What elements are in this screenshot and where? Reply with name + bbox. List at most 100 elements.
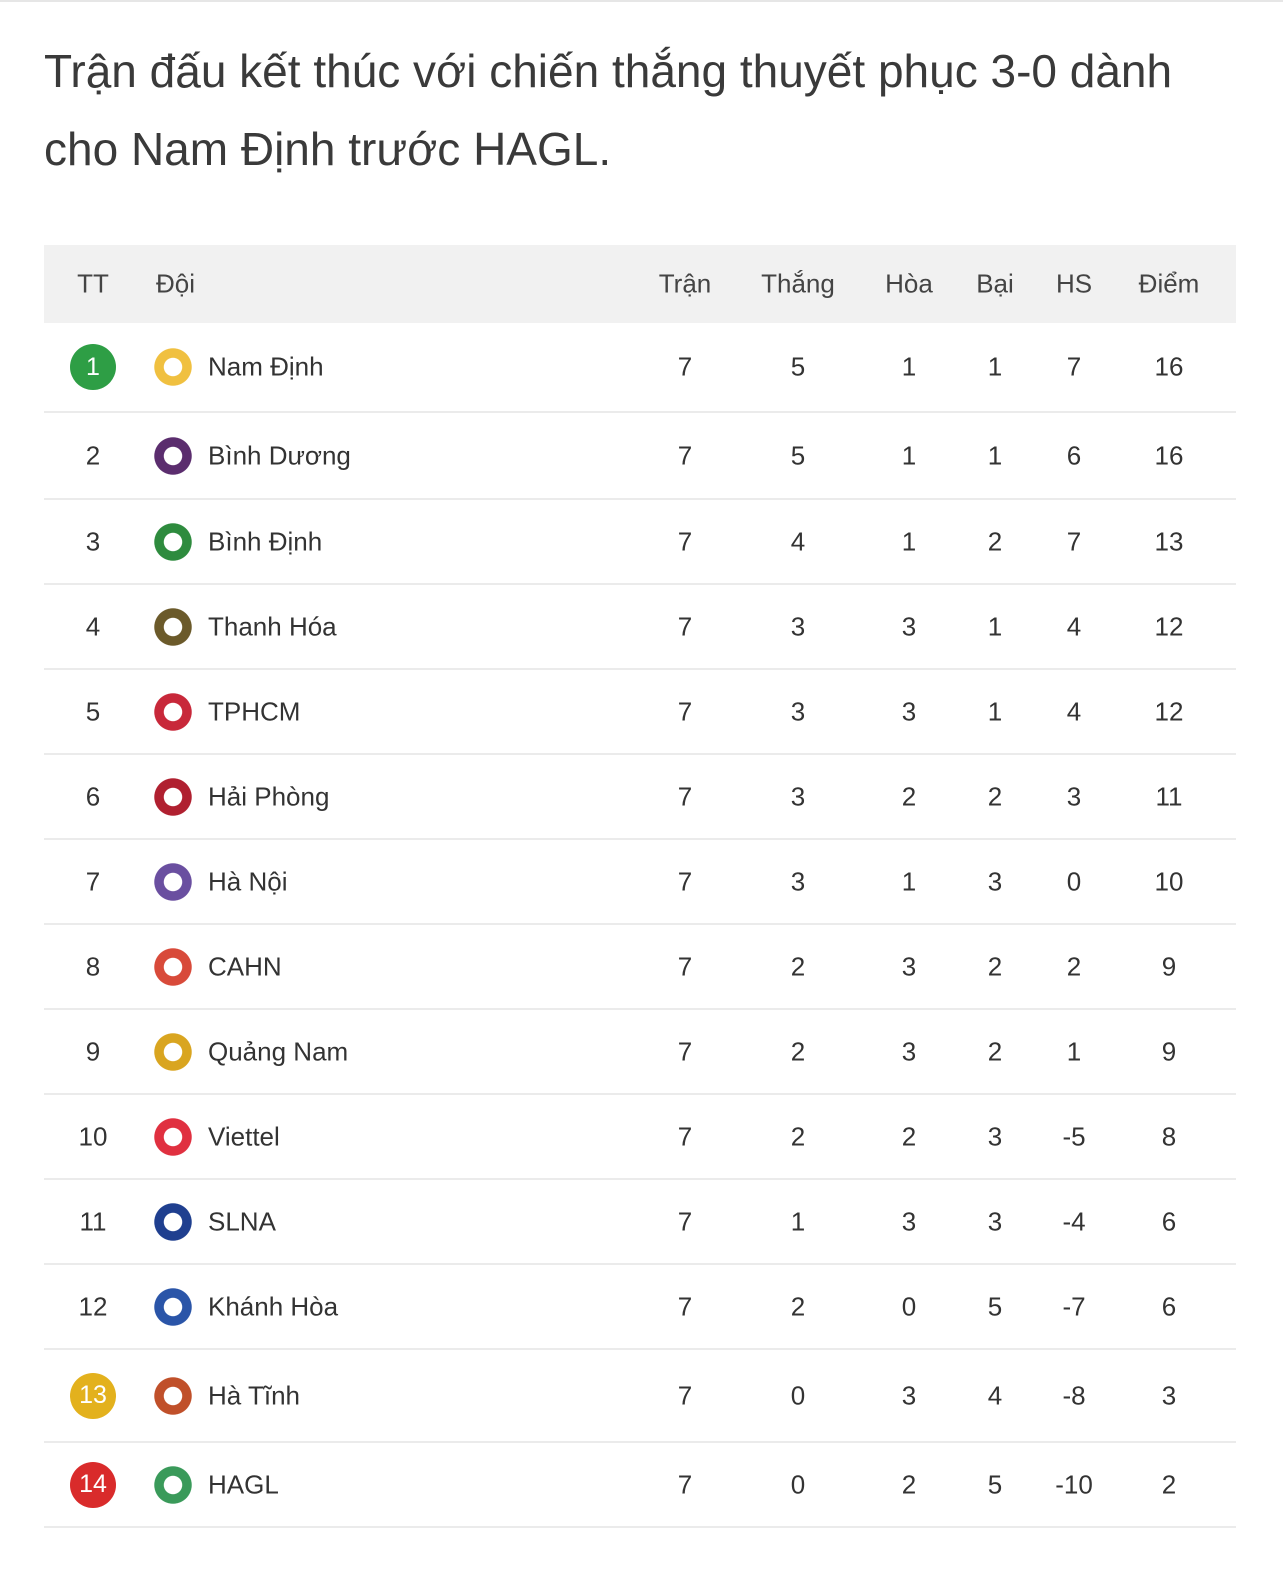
drawn-value: 3: [901, 1036, 917, 1066]
won-value: 0: [790, 1469, 806, 1499]
table-row[interactable]: 4 Thanh Hóa 7 3 3 1 4 12: [44, 585, 1236, 670]
team-name[interactable]: Hải Phòng: [208, 781, 330, 811]
team-name[interactable]: Nam Định: [208, 351, 324, 382]
header-points: Điểm: [1138, 268, 1200, 299]
points-value: 16: [1154, 351, 1184, 382]
table-row[interactable]: 12 Khánh Hòa 7 2 0 5 -7 6: [44, 1265, 1236, 1350]
won-value: 5: [790, 351, 806, 382]
points-value: 9: [1161, 951, 1177, 981]
header-gd: HS: [1055, 268, 1093, 299]
played-value: 7: [677, 1206, 693, 1236]
rank: 7: [85, 866, 101, 896]
table-row[interactable]: 3 Bình Định 7 4 1 2 7 13: [44, 500, 1236, 585]
won-value: 3: [790, 611, 806, 641]
drawn-value: 3: [901, 951, 917, 981]
won-value: 1: [790, 1206, 806, 1236]
rank: 8: [85, 951, 101, 981]
header-team: Đội: [156, 268, 196, 299]
hai-phong-crest-icon: [152, 775, 194, 818]
won-value: 2: [790, 951, 806, 981]
gd-value: 6: [1066, 440, 1082, 470]
lost-value: 5: [987, 1469, 1003, 1499]
lost-value: 3: [987, 1206, 1003, 1236]
team-name[interactable]: TPHCM: [208, 696, 301, 726]
played-value: 7: [677, 1036, 693, 1066]
table-row[interactable]: 14 HAGL 7 0 2 5 -10 2: [44, 1443, 1236, 1528]
rank: 11: [79, 1206, 107, 1236]
won-value: 2: [790, 1291, 806, 1321]
drawn-value: 2: [901, 781, 917, 811]
drawn-value: 1: [901, 440, 917, 470]
rank-badge: 13: [70, 1372, 116, 1419]
points-value: 13: [1154, 526, 1184, 556]
khanh-hoa-crest-icon: [152, 1285, 194, 1328]
team-name[interactable]: SLNA: [208, 1206, 276, 1236]
points-value: 12: [1154, 611, 1184, 641]
won-value: 2: [790, 1036, 806, 1066]
team-name[interactable]: HAGL: [208, 1469, 279, 1499]
won-value: 0: [790, 1380, 806, 1410]
table-row[interactable]: 6 Hải Phòng 7 3 2 2 3 11: [44, 755, 1236, 840]
table-row[interactable]: 10 Viettel 7 2 2 3 -5 8: [44, 1095, 1236, 1180]
lost-value: 3: [987, 1121, 1003, 1151]
table-row[interactable]: 1 Nam Định 7 5 1 1 7 16: [44, 323, 1236, 413]
played-value: 7: [677, 781, 693, 811]
rank-badge: 14: [70, 1461, 116, 1508]
binh-duong-crest-icon: [152, 434, 194, 477]
gd-value: 0: [1066, 866, 1082, 896]
lost-value: 4: [987, 1380, 1003, 1410]
rank-badge: 1: [70, 344, 116, 390]
table-row[interactable]: 8 CAHN 7 2 3 2 2 9: [44, 925, 1236, 1010]
quang-nam-crest-icon: [152, 1030, 194, 1073]
drawn-value: 1: [901, 866, 917, 896]
team-name[interactable]: Viettel: [208, 1121, 280, 1151]
gd-value: 4: [1066, 696, 1082, 726]
points-value: 9: [1161, 1036, 1177, 1066]
gd-value: 7: [1066, 351, 1082, 382]
team-name[interactable]: Khánh Hòa: [208, 1291, 339, 1321]
header-drawn: Hòa: [885, 268, 933, 299]
drawn-value: 1: [901, 351, 917, 382]
drawn-value: 2: [901, 1469, 917, 1499]
header-lost: Bại: [976, 268, 1014, 299]
won-value: 3: [790, 866, 806, 896]
table-row[interactable]: 2 Bình Dương 7 5 1 1 6 16: [44, 413, 1236, 500]
team-name[interactable]: Hà Nội: [208, 866, 288, 896]
ha-noi-crest-icon: [152, 860, 194, 903]
lost-value: 2: [987, 781, 1003, 811]
table-header: TT Đội Trận Thắng Hòa Bại HS Điểm: [44, 245, 1236, 323]
lost-value: 2: [987, 951, 1003, 981]
table-row[interactable]: 9 Quảng Nam 7 2 3 2 1 9: [44, 1010, 1236, 1095]
lost-value: 1: [987, 440, 1003, 470]
won-value: 4: [790, 526, 806, 556]
points-value: 2: [1161, 1469, 1177, 1499]
won-value: 3: [790, 696, 806, 726]
points-value: 6: [1161, 1291, 1177, 1321]
rank: 4: [85, 611, 101, 641]
played-value: 7: [677, 1380, 693, 1410]
team-name[interactable]: Thanh Hóa: [208, 611, 337, 641]
viettel-crest-icon: [152, 1115, 194, 1158]
team-name[interactable]: CAHN: [208, 951, 282, 981]
table-row[interactable]: 7 Hà Nội 7 3 1 3 0 10: [44, 840, 1236, 925]
rank: 3: [85, 526, 101, 556]
played-value: 7: [677, 351, 693, 382]
lost-value: 2: [987, 1036, 1003, 1066]
team-name[interactable]: Quảng Nam: [208, 1036, 349, 1066]
team-name[interactable]: Bình Dương: [208, 440, 351, 470]
drawn-value: 2: [901, 1121, 917, 1151]
table-row[interactable]: 11 SLNA 7 1 3 3 -4 6: [44, 1180, 1236, 1265]
hagl-crest-icon: [152, 1463, 194, 1506]
gd-value: -4: [1062, 1206, 1086, 1236]
played-value: 7: [677, 1121, 693, 1151]
tphcm-crest-icon: [152, 690, 194, 733]
team-name[interactable]: Hà Tĩnh: [208, 1380, 301, 1410]
drawn-value: 3: [901, 1380, 917, 1410]
header-won: Thắng: [761, 268, 835, 299]
table-row[interactable]: 13 Hà Tĩnh 7 0 3 4 -8 3: [44, 1350, 1236, 1443]
slna-crest-icon: [152, 1200, 194, 1243]
gd-value: -5: [1062, 1121, 1086, 1151]
table-row[interactable]: 5 TPHCM 7 3 3 1 4 12: [44, 670, 1236, 755]
gd-value: 4: [1066, 611, 1082, 641]
team-name[interactable]: Bình Định: [208, 526, 323, 556]
